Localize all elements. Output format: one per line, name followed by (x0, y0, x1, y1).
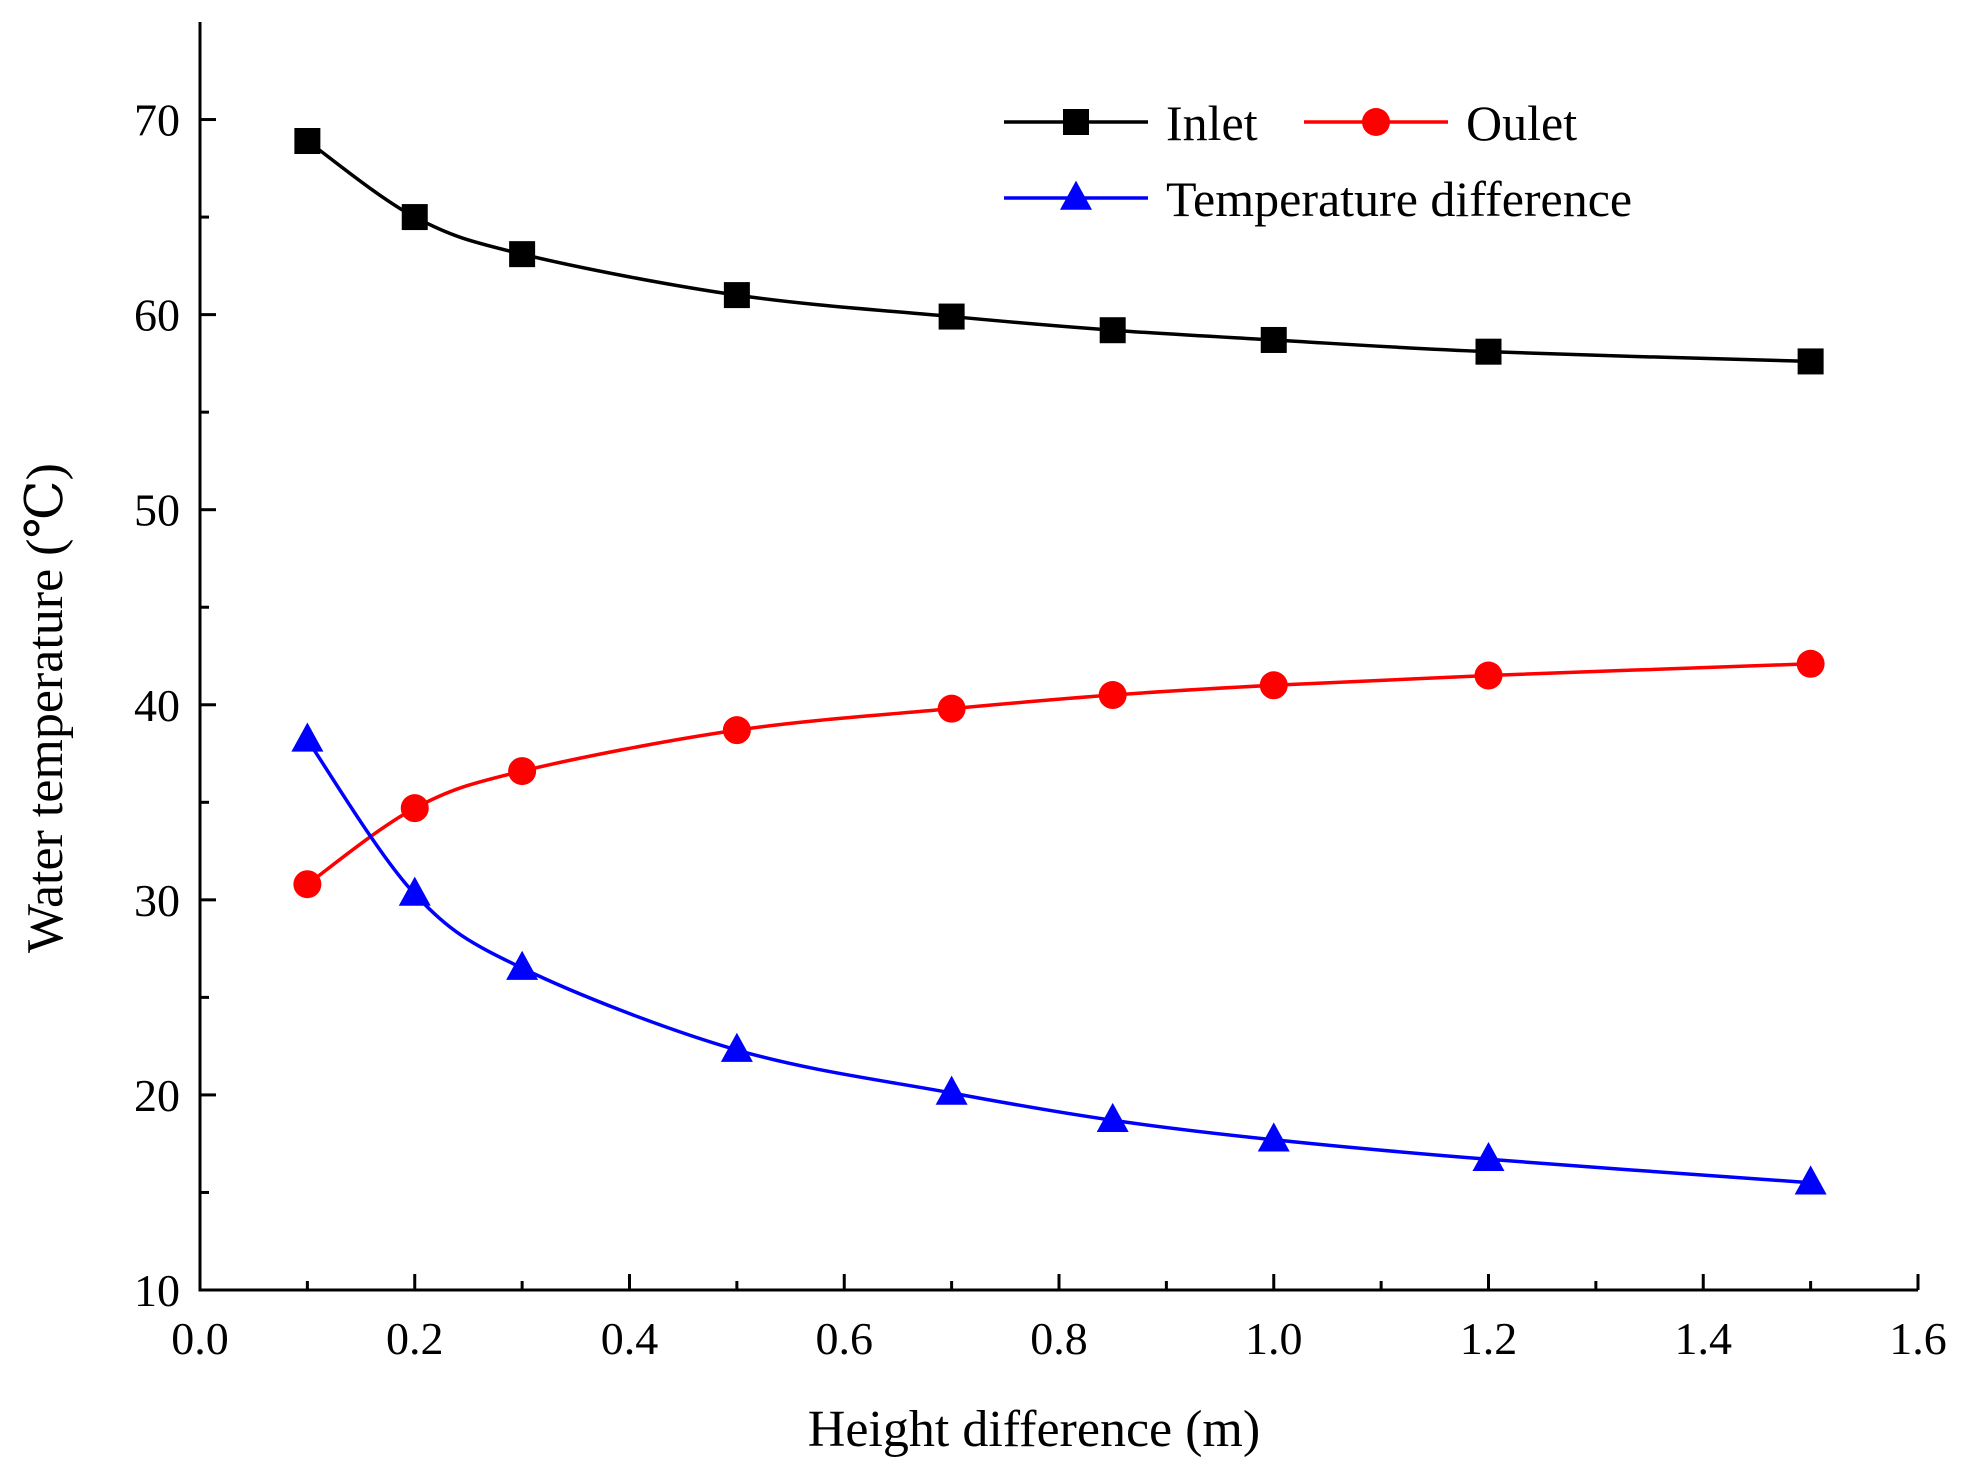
y-tick-label: 20 (134, 1070, 180, 1121)
y-tick-label: 60 (134, 290, 180, 341)
data-point (1794, 1165, 1827, 1195)
y-tick-label: 50 (134, 485, 180, 536)
legend-marker (1362, 108, 1390, 136)
data-point (401, 204, 428, 231)
x-tick-label: 0.4 (601, 1313, 659, 1364)
legend-item-temperature-difference: Temperature difference (1004, 171, 1632, 227)
data-point (1259, 671, 1288, 700)
data-point (723, 282, 750, 309)
legend: Inlet Oulet Temperature difference (1004, 95, 1632, 227)
data-point (1099, 317, 1126, 344)
data-point (1472, 1141, 1505, 1172)
data-point (1474, 661, 1503, 690)
series-inlet (294, 127, 1824, 375)
data-point (1260, 326, 1287, 353)
data-point (720, 1032, 753, 1062)
series-layer (291, 127, 1827, 1195)
legend-label: Inlet (1166, 95, 1258, 151)
y-tick-label: 10 (134, 1265, 180, 1316)
y-tick-label: 70 (134, 95, 180, 146)
series-temperature-difference (291, 722, 1827, 1195)
x-tick-label: 1.6 (1889, 1313, 1947, 1364)
data-point (1797, 348, 1824, 375)
data-point (400, 794, 429, 823)
legend-marker (1063, 109, 1089, 135)
data-point (938, 303, 965, 330)
legend-label: Temperature difference (1166, 171, 1632, 227)
data-point (506, 950, 539, 980)
data-point (508, 757, 537, 786)
legend-item-oulet: Oulet (1304, 95, 1577, 151)
data-point (398, 876, 431, 906)
x-axis-title: Height difference (m) (808, 1401, 1260, 1458)
x-tick-label: 0.8 (1030, 1313, 1088, 1364)
data-point (293, 870, 322, 899)
data-point (1796, 649, 1825, 678)
legend-marker (1060, 180, 1092, 210)
x-tick-label: 0.6 (816, 1313, 874, 1364)
data-point (935, 1075, 968, 1105)
x-tick-label: 1.4 (1675, 1313, 1733, 1364)
ticks: 0.0 0.2 0.4 0.6 0.8 1.0 1.2 1.4 1.6 10 20 30 40 50 60 7… (134, 95, 1947, 1364)
x-tick-label: 0.2 (386, 1313, 444, 1364)
data-point (509, 241, 536, 268)
data-point (1257, 1122, 1290, 1152)
data-point (937, 694, 966, 723)
data-point (1475, 338, 1502, 365)
y-axis-title: Water temperature (℃) (17, 463, 74, 953)
x-tick-label: 1.2 (1460, 1313, 1518, 1364)
legend-label: Oulet (1466, 95, 1577, 151)
axes (198, 22, 1918, 1292)
data-point (722, 716, 751, 745)
series-oulet (293, 649, 1825, 899)
data-point (291, 722, 324, 752)
x-tick-label: 0.0 (171, 1313, 229, 1364)
data-point (1098, 681, 1127, 710)
data-point (1096, 1102, 1129, 1133)
legend-item-inlet: Inlet (1004, 95, 1258, 151)
series-line (305, 738, 1811, 1185)
data-point (294, 127, 321, 154)
x-tick-label: 1.0 (1245, 1313, 1303, 1364)
y-tick-label: 30 (134, 875, 180, 926)
y-tick-label: 40 (134, 680, 180, 731)
